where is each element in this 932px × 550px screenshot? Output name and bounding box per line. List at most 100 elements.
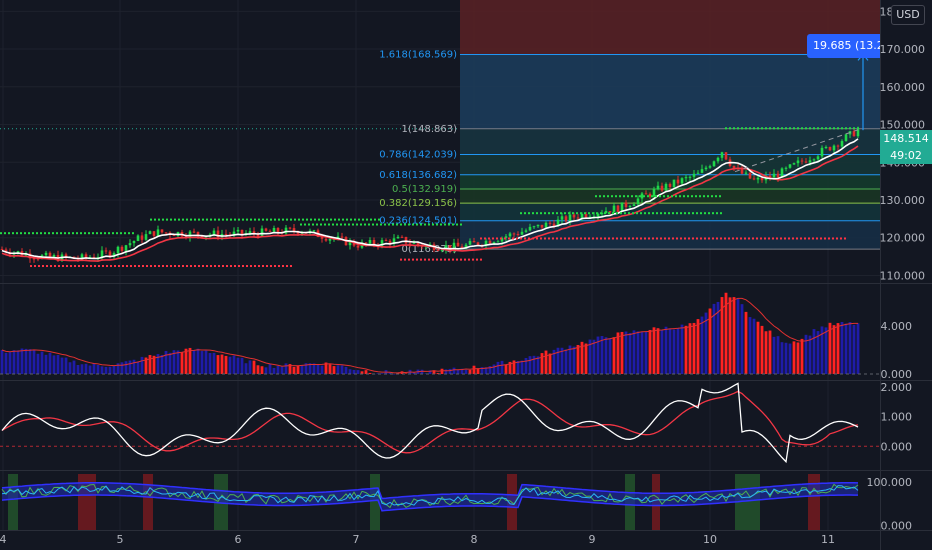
- level-dot: [624, 212, 626, 215]
- level-dot: [712, 237, 714, 240]
- fib-zone: [460, 154, 880, 175]
- histogram-bar: [452, 367, 456, 374]
- candle-body: [440, 249, 444, 251]
- candle-body: [652, 189, 656, 197]
- candle-body: [268, 230, 272, 232]
- level-dot: [603, 195, 605, 198]
- level-dot: [182, 265, 184, 268]
- dotted-level: [480, 237, 846, 240]
- level-dot: [580, 212, 582, 215]
- histogram-bar: [704, 312, 708, 374]
- histogram-bar: [720, 297, 724, 374]
- level-dot: [720, 237, 722, 240]
- level-dot: [166, 218, 168, 221]
- histogram-bar: [352, 369, 356, 374]
- level-dot: [696, 237, 698, 240]
- level-dot: [829, 127, 831, 130]
- level-dot: [580, 237, 582, 240]
- histogram-bar: [316, 364, 320, 374]
- histogram-bar: [792, 341, 796, 374]
- level-dot: [74, 265, 76, 268]
- level-dot: [370, 218, 372, 221]
- histogram-bar: [772, 336, 776, 374]
- dotted-level: [400, 258, 482, 261]
- level-dot: [162, 265, 164, 268]
- level-dot: [128, 232, 130, 235]
- histogram-bar: [676, 327, 680, 374]
- histogram-bar: [152, 355, 156, 374]
- histogram-bar: [72, 360, 76, 374]
- candle-body: [312, 230, 316, 232]
- histogram-bar: [468, 369, 472, 374]
- level-dot: [48, 232, 50, 235]
- level-dot: [206, 265, 208, 268]
- level-dot: [202, 218, 204, 221]
- candle-body: [640, 193, 644, 199]
- level-dot: [797, 127, 799, 130]
- candle-body: [780, 168, 784, 178]
- level-dot: [218, 218, 220, 221]
- histogram-bar: [588, 339, 592, 374]
- level-dot: [488, 237, 490, 240]
- level-dot: [46, 265, 48, 268]
- histogram-bar: [172, 350, 176, 374]
- level-dot: [668, 212, 670, 215]
- histogram-bar: [604, 337, 608, 374]
- histogram-bar: [128, 360, 132, 374]
- level-dot: [636, 237, 638, 240]
- band-cyan-line: [1, 485, 859, 506]
- histogram-bar: [548, 353, 552, 374]
- level-dot: [194, 265, 196, 268]
- level-dot: [310, 218, 312, 221]
- candle-body: [92, 256, 96, 259]
- histogram-bar: [324, 362, 328, 374]
- level-dot: [627, 195, 629, 198]
- histogram-bar: [736, 298, 740, 374]
- histogram-bar: [716, 301, 720, 374]
- candle-body: [660, 185, 664, 191]
- level-dot: [680, 212, 682, 215]
- level-dot: [596, 212, 598, 215]
- candle-body: [216, 230, 220, 238]
- level-dot: [528, 212, 530, 215]
- level-dot: [78, 265, 80, 268]
- band-green-line: [1, 483, 859, 509]
- level-dot: [857, 127, 859, 130]
- level-dot: [20, 232, 22, 235]
- level-dot: [480, 258, 482, 261]
- level-dot: [688, 212, 690, 215]
- level-dot: [845, 127, 847, 130]
- level-dot: [108, 232, 110, 235]
- level-dot: [342, 218, 344, 221]
- candle-body: [156, 229, 160, 236]
- level-dot: [304, 223, 306, 226]
- histogram-bar: [64, 357, 68, 374]
- level-dot: [652, 212, 654, 215]
- level-dot: [800, 237, 802, 240]
- currency-button[interactable]: USD: [891, 5, 925, 25]
- histogram-bar: [188, 347, 192, 374]
- price-axis-tick: 170.000: [880, 43, 926, 56]
- level-dot: [672, 237, 674, 240]
- level-dot: [664, 212, 666, 215]
- histogram-bar: [56, 355, 60, 374]
- trend-line-dashed: [734, 129, 859, 173]
- candle-body: [740, 168, 744, 174]
- level-dot: [124, 232, 126, 235]
- candle-body: [368, 240, 372, 244]
- histogram-bar: [124, 361, 128, 374]
- candle-body: [348, 240, 352, 246]
- candle-body: [828, 146, 832, 151]
- level-dot: [716, 212, 718, 215]
- histogram-bar: [740, 304, 744, 374]
- histogram-bar: [296, 365, 300, 374]
- histogram-bar: [304, 363, 308, 374]
- candle-body: [604, 211, 608, 214]
- histogram-bar: [240, 357, 244, 374]
- level-dot: [500, 237, 502, 240]
- level-dot: [30, 265, 32, 268]
- level-dot: [70, 265, 72, 268]
- level-dot: [536, 237, 538, 240]
- level-dot: [773, 127, 775, 130]
